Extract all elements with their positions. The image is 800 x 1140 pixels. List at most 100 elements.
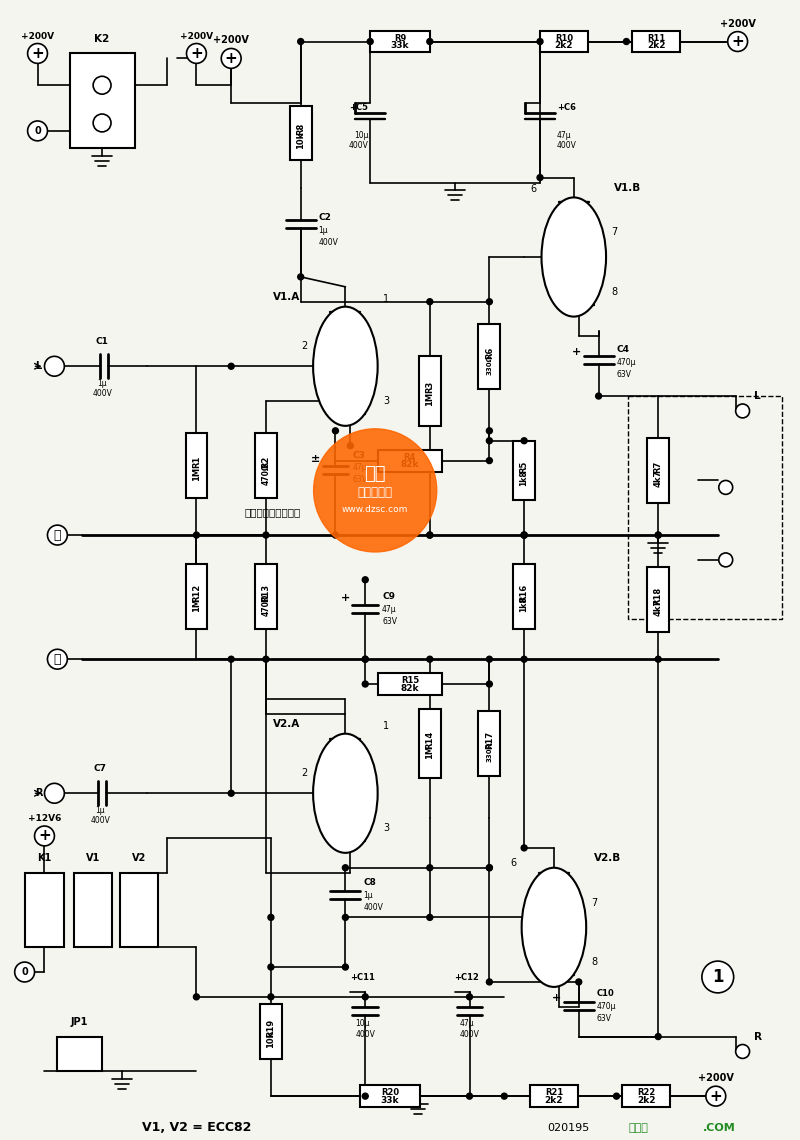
Circle shape (486, 979, 492, 985)
Circle shape (47, 526, 67, 545)
Text: +: + (38, 829, 51, 844)
Circle shape (342, 964, 348, 970)
Bar (186, 564, 207, 629)
Text: L: L (35, 361, 42, 372)
Text: 2k2: 2k2 (637, 1096, 655, 1105)
Bar (58, 1036, 102, 1072)
Text: 电子市场网: 电子市场网 (358, 486, 393, 499)
Text: 2k2: 2k2 (545, 1096, 563, 1105)
Text: 1μ: 1μ (318, 226, 328, 235)
Text: R7: R7 (654, 461, 662, 473)
Bar (632, 31, 680, 52)
Text: 330Ω: 330Ω (486, 741, 492, 762)
Text: 10k: 10k (296, 132, 305, 149)
Text: 82k: 82k (401, 684, 419, 693)
Text: +: + (190, 46, 202, 60)
Text: C1: C1 (96, 337, 109, 347)
Text: ⏚: ⏚ (54, 529, 61, 542)
Circle shape (655, 1034, 661, 1040)
Text: 400V: 400V (557, 141, 577, 149)
Circle shape (342, 914, 348, 920)
Text: 400V: 400V (318, 237, 338, 246)
Circle shape (521, 657, 527, 662)
Text: 470Ω: 470Ω (262, 463, 270, 484)
Circle shape (263, 532, 269, 538)
Circle shape (298, 39, 304, 44)
Text: 10μ: 10μ (355, 1019, 370, 1027)
Bar (514, 441, 535, 500)
Text: 8: 8 (611, 287, 618, 296)
Text: +200V: +200V (180, 32, 213, 41)
Text: 1M: 1M (426, 744, 434, 758)
Text: +200V: +200V (214, 35, 249, 46)
Circle shape (427, 39, 433, 44)
Circle shape (298, 274, 304, 279)
Text: 1: 1 (383, 294, 390, 303)
Text: 4k7: 4k7 (654, 598, 662, 617)
Text: 6: 6 (510, 857, 516, 868)
Text: www.dzsc.com: www.dzsc.com (342, 505, 408, 514)
Circle shape (362, 994, 368, 1000)
Text: C2: C2 (318, 213, 331, 222)
Text: 2k2: 2k2 (554, 41, 573, 50)
Text: 9: 9 (42, 905, 47, 914)
Text: 400V: 400V (459, 1029, 479, 1039)
Text: 47μ: 47μ (459, 1019, 474, 1027)
Text: C4: C4 (617, 345, 630, 353)
Text: 400V: 400V (355, 1029, 375, 1039)
Text: 63V: 63V (382, 617, 397, 626)
Circle shape (194, 994, 199, 1000)
Text: 4: 4 (42, 925, 47, 934)
Text: +: + (31, 46, 44, 60)
Text: 全球最大电子采购站: 全球最大电子采购站 (245, 507, 301, 518)
Text: 47μ: 47μ (557, 131, 571, 140)
Bar (70, 54, 135, 148)
Text: 1M: 1M (426, 392, 434, 406)
Text: +200V: +200V (698, 1073, 734, 1083)
Circle shape (14, 962, 34, 982)
Text: +: + (552, 993, 561, 1003)
Text: 维库: 维库 (365, 464, 386, 482)
Circle shape (427, 657, 433, 662)
Bar (255, 564, 277, 629)
Text: +: + (571, 348, 581, 357)
Text: 33k: 33k (390, 41, 410, 50)
Text: R11: R11 (647, 34, 666, 42)
Text: 3: 3 (383, 823, 390, 833)
Bar (378, 449, 442, 472)
Text: 9: 9 (90, 905, 96, 914)
Circle shape (466, 1093, 473, 1099)
Text: +: + (710, 1089, 722, 1104)
Bar (647, 438, 669, 503)
Ellipse shape (522, 868, 586, 987)
Text: 63V: 63V (597, 1015, 612, 1024)
Text: 1: 1 (712, 968, 723, 986)
Circle shape (427, 532, 433, 538)
Circle shape (596, 393, 602, 399)
Text: R2: R2 (262, 455, 270, 467)
Bar (419, 357, 441, 426)
Text: 4: 4 (90, 925, 96, 934)
Text: V1: V1 (86, 853, 100, 863)
Text: 0: 0 (34, 125, 41, 136)
Circle shape (521, 438, 527, 443)
Text: C7: C7 (94, 765, 106, 773)
Circle shape (537, 174, 543, 180)
Circle shape (521, 532, 527, 538)
Text: C9: C9 (382, 592, 395, 601)
Text: 10k: 10k (266, 1031, 275, 1048)
Bar (378, 673, 442, 695)
Text: K1: K1 (38, 853, 52, 863)
Text: R19: R19 (266, 1018, 275, 1036)
Bar (260, 1004, 282, 1059)
Circle shape (736, 1044, 750, 1058)
Text: 400V: 400V (363, 903, 383, 912)
Text: C8: C8 (363, 878, 376, 887)
Text: V1.A: V1.A (274, 292, 301, 302)
Circle shape (28, 121, 47, 141)
Text: .COM: .COM (703, 1123, 736, 1133)
Text: 1k8: 1k8 (520, 471, 529, 487)
Text: C10: C10 (597, 990, 614, 999)
Text: 470μ: 470μ (617, 358, 636, 367)
Text: 1: 1 (383, 720, 390, 731)
